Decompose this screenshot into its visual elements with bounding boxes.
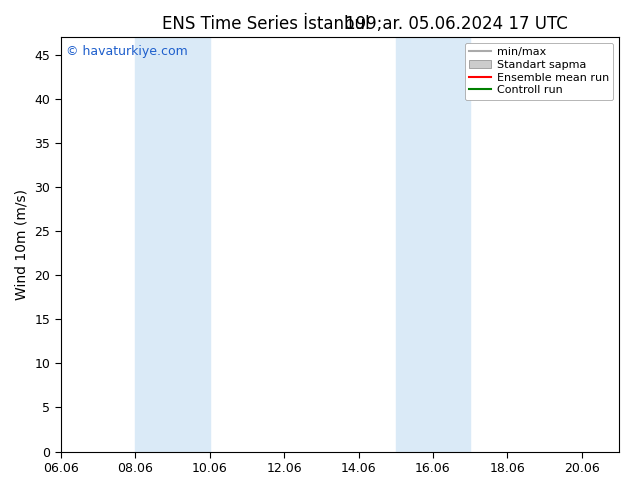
Text: ENS Time Series İstanbul: ENS Time Series İstanbul [162, 15, 370, 33]
Text: © havaturkiye.com: © havaturkiye.com [67, 46, 188, 58]
Bar [135, 37, 210, 452]
Bar [396, 37, 470, 452]
Text: 199;ar. 05.06.2024 17 UTC: 199;ar. 05.06.2024 17 UTC [345, 15, 568, 33]
Y-axis label: Wind 10m (m/s): Wind 10m (m/s) [15, 189, 29, 300]
Legend: min/max, Standart sapma, Ensemble mean run, Controll run: min/max, Standart sapma, Ensemble mean r… [465, 43, 614, 100]
